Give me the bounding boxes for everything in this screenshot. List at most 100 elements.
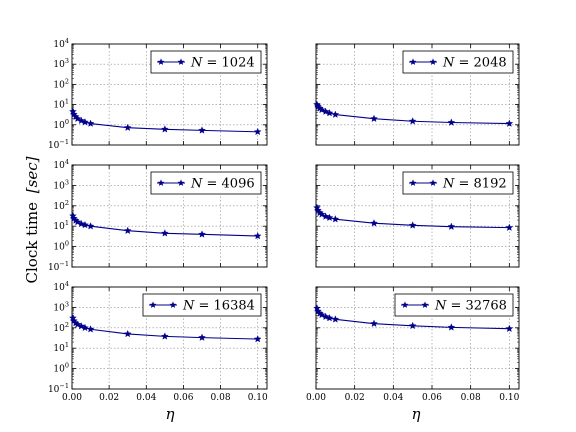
data-point [370,219,378,227]
legend-marker [169,301,177,308]
data-point [253,127,262,136]
x-tick-label: 0.04 [136,393,156,403]
data-point [198,333,206,341]
data-point [86,222,95,230]
legend-box [402,50,514,74]
legend-label: N = 2048 [442,56,507,71]
data-point [86,119,95,127]
data-point [123,123,132,131]
data-point [123,226,132,234]
subplot-grid: 10−1 100 101 102 103 104 N = 1024 N = 2048 10−1 1… [48,37,520,403]
data-point [370,319,378,327]
subplot-5: 10−1 100 101 102 103 104 0.00 0.02 0.04 0.06 0.08 0… [48,280,268,403]
legend-marker [409,179,417,186]
data-point [447,222,456,230]
data-point [161,332,169,340]
x-tick-label: 0.06 [422,393,442,403]
x-tick-label: 0.10 [248,393,268,403]
legend-label: N = 32768 [434,299,507,314]
data-point [123,329,132,338]
data-point [86,325,95,333]
legend-marker [429,179,437,186]
subplot-2: N = 2048 [313,43,520,146]
data-point [505,223,514,231]
x-tick-label: 0.02 [345,393,365,403]
x-axis-label-right: η [412,405,421,423]
y-tick-label: 102 [53,321,69,334]
data-point [325,109,334,117]
legend-box [394,293,514,317]
legend-marker [421,301,429,308]
legend: N = 8192 [402,171,514,195]
legend: N = 2048 [402,50,514,74]
legend-label: N = 16384 [182,299,255,314]
legend: N = 1024 [150,50,262,74]
data-point [325,314,334,322]
x-tick-label: 0.10 [499,393,519,403]
legend-marker [177,179,185,186]
x-axis-label-left: η [166,405,175,423]
data-point [447,118,456,126]
legend-marker [157,179,165,186]
data-point [408,321,417,330]
y-tick-label: 104 [53,158,69,171]
plot-frame [315,164,520,268]
legend-label: N = 1024 [190,56,255,71]
data-point [408,221,417,229]
data-point [198,230,206,238]
legend-box [402,171,514,195]
legend: N = 32768 [394,293,514,317]
x-tick-label: 0.04 [383,393,403,403]
x-tick-label: 0.06 [173,393,193,403]
x-tick-label: 0.02 [99,393,119,403]
y-tick-label: 101 [53,219,69,232]
legend-box [150,171,262,195]
data-point [370,114,378,122]
y-tick-label: 104 [53,37,69,50]
plot-frame [71,286,268,390]
legend-marker [149,301,157,308]
data-point [81,323,89,332]
subplot-1: 10−1 100 101 102 103 104 N = 1024 [48,37,268,151]
y-tick-label: 102 [53,199,69,212]
y-tick-label: 103 [53,300,69,313]
legend-marker [157,58,165,65]
y-tick-label: 104 [53,280,69,293]
x-tick-label: 0.00 [62,393,82,403]
y-tick-label: 102 [53,77,69,90]
y-axis-label: Clock time [sec] [23,156,41,283]
data-point [81,118,89,126]
legend-marker [177,58,185,65]
data-point [331,110,340,118]
data-point [325,213,334,221]
y-tick-label: 100 [53,118,69,131]
y-axis-label-main: Clock time [23,202,41,284]
data-point [161,229,169,237]
data-point [408,117,417,125]
y-axis-label-unit: [sec] [23,156,41,193]
data-point [331,315,340,323]
data-point [331,215,340,223]
y-tick-label: 10−1 [48,382,69,395]
plot-frame [71,43,268,146]
legend-box [142,293,262,317]
data-point [198,126,206,134]
y-tick-label: 101 [53,341,69,354]
data-point [253,335,262,343]
plot-frame [315,286,520,390]
plot-frame [315,43,520,146]
y-tick-label: 100 [53,362,69,375]
y-tick-label: 100 [53,240,69,253]
subplot-6: 0.00 0.02 0.04 0.06 0.08 0.10 N = 32768 [306,286,520,403]
x-tick-label: 0.08 [211,393,231,403]
y-tick-label: 103 [53,57,69,70]
x-tick-label: 0.08 [461,393,481,403]
y-tick-label: 103 [53,178,69,191]
data-point [447,323,456,331]
legend-box [150,50,262,74]
legend-label: N = 4096 [190,177,255,192]
data-point [161,125,169,133]
data-point [505,324,514,332]
data-point [505,119,514,127]
